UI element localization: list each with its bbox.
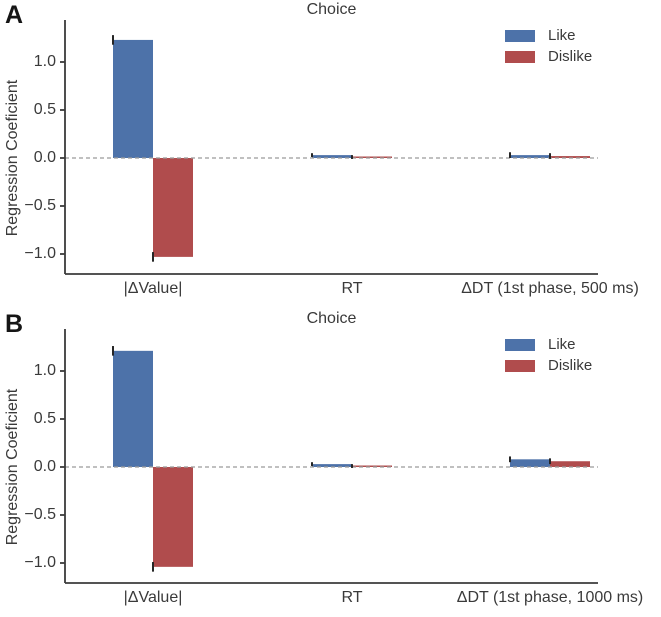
like-color-swatch: [505, 30, 535, 42]
legend-label: Like: [548, 27, 576, 44]
legend-label: Like: [548, 336, 576, 353]
legend-label: Dislike: [548, 357, 593, 374]
y-tick-label: −0.5: [24, 197, 56, 214]
legend-item-like: Like: [505, 336, 592, 353]
y-tick-label: 1.0: [33, 53, 56, 70]
chart-title: Choice: [306, 1, 357, 18]
chart-title: Choice: [306, 310, 357, 327]
legend: Like Dislike: [505, 27, 593, 71]
y-tick-label: 0.0: [33, 149, 56, 166]
y-tick-label: 0.5: [33, 410, 56, 427]
y-tick-label: −1.0: [24, 554, 56, 571]
panel-letter-a: A: [5, 1, 24, 29]
legend-label: Dislike: [548, 48, 593, 65]
x-tick-label: |ΔValue|: [123, 589, 183, 606]
legend: Like Dislike: [505, 336, 593, 380]
panel-letter-b: B: [5, 310, 24, 338]
y-tick-label: 0.5: [33, 101, 56, 118]
legend-item-like: Like: [505, 27, 592, 44]
y-tick-label: 0.0: [33, 458, 56, 475]
x-tick-label: ΔDT (1st phase, 1000 ms): [456, 589, 644, 606]
legend-item-dislike: Dislike: [505, 48, 593, 65]
x-tick-label: RT: [341, 589, 363, 606]
legend-item-dislike: Dislike: [505, 357, 593, 374]
x-tick-label: ΔDT (1st phase, 500 ms): [461, 280, 639, 297]
bar-plot: [60, 329, 598, 584]
panel-a: A Choice Regression Coeficient 1.0 0.5 0…: [0, 0, 661, 308]
dislike-color-swatch: [505, 51, 535, 63]
x-tick-label: RT: [341, 280, 363, 297]
bar-plot: [60, 20, 598, 275]
y-tick-label: −1.0: [24, 245, 56, 262]
like-color-swatch: [505, 339, 535, 351]
panel-b: B Choice Regression Coeficient 1.0 0.5 0…: [0, 309, 661, 617]
y-tick-label: 1.0: [33, 362, 56, 379]
x-tick-label: |ΔValue|: [123, 280, 183, 297]
y-tick-label: −0.5: [24, 506, 56, 523]
dislike-color-swatch: [505, 360, 535, 372]
